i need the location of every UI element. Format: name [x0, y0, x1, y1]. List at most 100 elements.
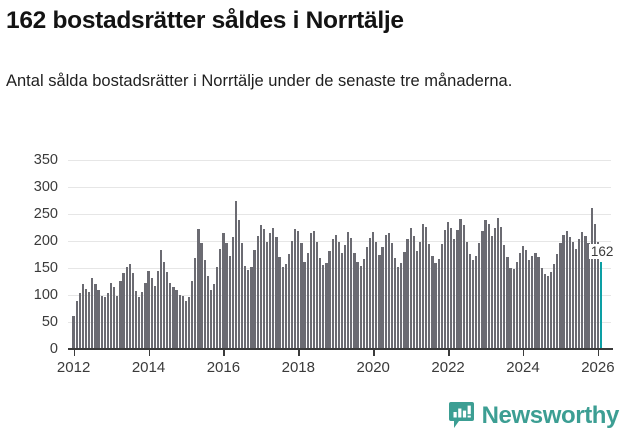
- bar[interactable]: [91, 278, 94, 349]
- bar[interactable]: [400, 262, 403, 349]
- bar[interactable]: [303, 262, 306, 349]
- bar[interactable]: [241, 243, 244, 349]
- bar[interactable]: [322, 265, 325, 349]
- bar[interactable]: [97, 289, 100, 349]
- bar[interactable]: [269, 232, 272, 349]
- bar[interactable]: [331, 238, 334, 349]
- bar[interactable]: [353, 252, 356, 349]
- bar[interactable]: [262, 229, 266, 349]
- bar[interactable]: [287, 253, 291, 349]
- bar[interactable]: [534, 252, 537, 349]
- bar[interactable]: [284, 263, 287, 349]
- bar[interactable]: [500, 226, 503, 349]
- bar[interactable]: [131, 272, 135, 349]
- bar[interactable]: [356, 262, 359, 349]
- bar[interactable]: [278, 257, 281, 349]
- bar[interactable]: [362, 258, 365, 349]
- bar[interactable]: [521, 246, 525, 349]
- bar[interactable]: [247, 270, 250, 349]
- bar[interactable]: [228, 256, 231, 349]
- bar[interactable]: [119, 280, 122, 349]
- bar[interactable]: [159, 250, 163, 349]
- bar[interactable]: [446, 221, 450, 349]
- bar[interactable]: [175, 290, 178, 349]
- bar[interactable]: [187, 296, 191, 349]
- bar[interactable]: [574, 248, 578, 349]
- bar[interactable]: [581, 232, 584, 349]
- bar[interactable]: [106, 292, 110, 349]
- bar[interactable]: [481, 231, 484, 349]
- bar[interactable]: [297, 231, 300, 349]
- bar[interactable]: [390, 242, 394, 349]
- bar[interactable]: [265, 241, 269, 349]
- bar[interactable]: [309, 233, 312, 349]
- bar[interactable]: [325, 263, 328, 349]
- bar[interactable]: [125, 266, 128, 349]
- bar[interactable]: [319, 258, 322, 349]
- bar[interactable]: [387, 233, 390, 349]
- bar[interactable]: [231, 236, 234, 349]
- bar[interactable]: [275, 237, 278, 349]
- bar[interactable]: [306, 252, 309, 349]
- bar[interactable]: [378, 255, 381, 349]
- bar[interactable]: [84, 288, 88, 349]
- bar[interactable]: [219, 248, 222, 349]
- bar[interactable]: [440, 243, 443, 349]
- bar[interactable]: [122, 272, 125, 349]
- bar[interactable]: [200, 243, 203, 349]
- bar[interactable]: [113, 287, 116, 349]
- bar[interactable]: [549, 272, 553, 349]
- bar[interactable]: [191, 280, 194, 349]
- bar[interactable]: [450, 227, 453, 349]
- bar[interactable]: [244, 265, 247, 349]
- bar[interactable]: [328, 250, 331, 349]
- bar[interactable]: [225, 243, 228, 349]
- bar[interactable]: [372, 232, 375, 349]
- bar[interactable]: [212, 284, 216, 349]
- bar[interactable]: [209, 290, 213, 349]
- bar[interactable]: [465, 241, 468, 349]
- bar[interactable]: [88, 292, 91, 349]
- bar[interactable]: [546, 275, 550, 349]
- bar[interactable]: [365, 247, 369, 349]
- bar[interactable]: [571, 242, 575, 349]
- bar[interactable]: [562, 234, 565, 349]
- bar[interactable]: [528, 260, 531, 349]
- bar[interactable]: [197, 229, 200, 349]
- bar[interactable]: [559, 243, 562, 349]
- bar[interactable]: [418, 242, 422, 349]
- bar[interactable]: [109, 283, 113, 349]
- bar[interactable]: [471, 259, 475, 349]
- bar[interactable]: [456, 230, 459, 349]
- bar[interactable]: [518, 252, 521, 349]
- bar[interactable]: [556, 253, 559, 349]
- bar[interactable]: [75, 301, 78, 349]
- bar[interactable]: [384, 234, 387, 349]
- bar[interactable]: [150, 278, 153, 349]
- bar[interactable]: [178, 295, 181, 349]
- bar[interactable]: [234, 200, 237, 349]
- bar[interactable]: [116, 296, 119, 349]
- bar[interactable]: [206, 276, 209, 349]
- bar[interactable]: [128, 264, 131, 349]
- bar[interactable]: [422, 223, 425, 349]
- bar[interactable]: [253, 249, 256, 349]
- bar[interactable]: [381, 247, 384, 349]
- bar[interactable]: [487, 224, 490, 349]
- bar[interactable]: [194, 258, 197, 349]
- bar[interactable]: [596, 242, 599, 349]
- bar[interactable]: [397, 266, 400, 349]
- bar[interactable]: [156, 270, 159, 349]
- bar[interactable]: [434, 262, 437, 349]
- bar[interactable]: [103, 297, 106, 349]
- bar[interactable]: [343, 244, 347, 349]
- bar[interactable]: [540, 268, 543, 349]
- bar[interactable]: [94, 283, 97, 349]
- bar[interactable]: [134, 290, 138, 349]
- bar[interactable]: [216, 266, 219, 349]
- newsworthy-logo[interactable]: Newsworthy: [448, 402, 619, 429]
- bar[interactable]: [462, 224, 465, 349]
- bar[interactable]: [524, 249, 528, 349]
- bar[interactable]: [259, 224, 262, 349]
- bar[interactable]: [290, 241, 294, 349]
